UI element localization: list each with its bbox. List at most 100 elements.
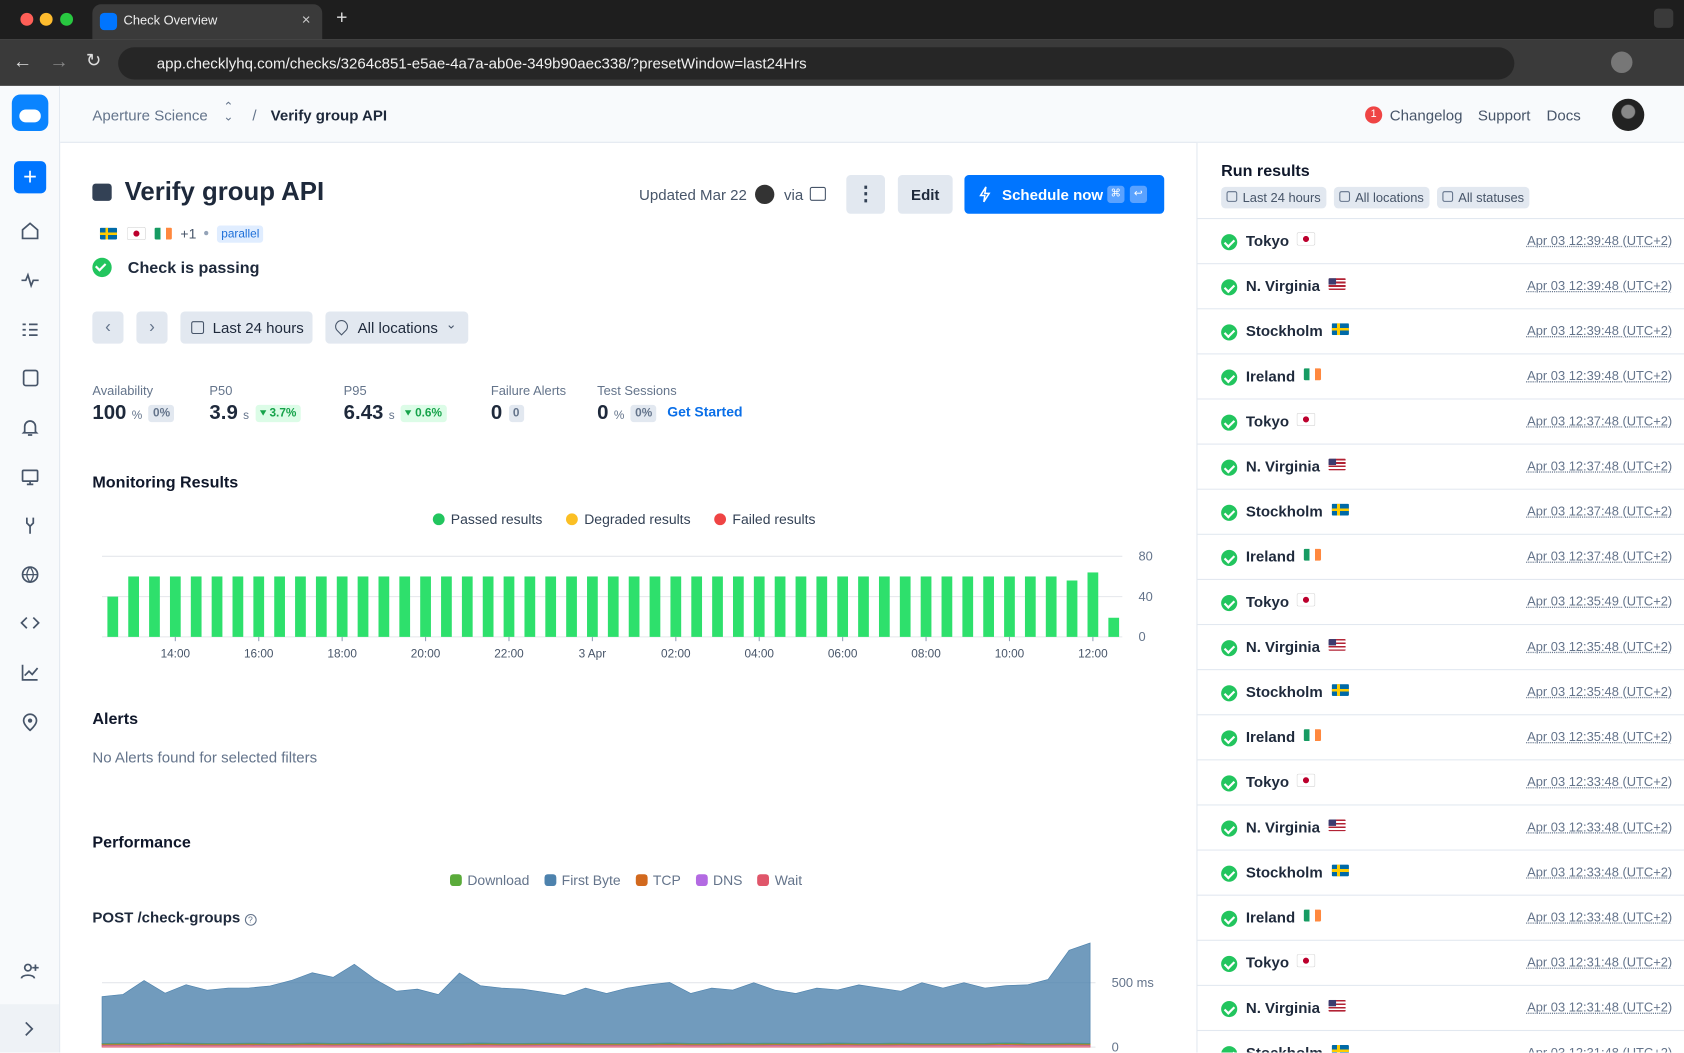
flag <box>1331 865 1348 877</box>
bar <box>524 576 535 636</box>
location-name: Stockholm <box>1246 863 1323 880</box>
pass-icon <box>1221 685 1237 701</box>
bar <box>962 576 973 636</box>
x-tick-label: 16:00 <box>244 646 274 660</box>
filter-chip[interactable]: All statuses <box>1437 187 1530 208</box>
run-time: Apr 03 12:37:48 (UTC+2) <box>1527 459 1672 474</box>
x-tick-label: 06:00 <box>828 646 858 660</box>
flag <box>1331 684 1348 696</box>
run-row[interactable]: StockholmApr 03 12:39:48 (UTC+2) <box>1198 309 1684 354</box>
location: Tokyo <box>1246 412 1315 429</box>
bar <box>670 576 681 636</box>
x-tick-label: 18:00 <box>327 646 357 660</box>
run-row[interactable]: IrelandApr 03 12:39:48 (UTC+2) <box>1198 354 1684 399</box>
metric-unit: s <box>243 409 249 422</box>
flag <box>1331 323 1348 335</box>
delta-text: 0% <box>153 407 170 420</box>
panel-filters: Last 24 hours All locations All statuses <box>1221 187 1529 208</box>
flag <box>1304 910 1321 922</box>
pass-icon <box>1221 776 1237 792</box>
flag <box>1329 639 1346 651</box>
metric-value: 0 <box>597 402 608 425</box>
bar <box>587 576 598 636</box>
bar <box>295 576 306 636</box>
run-row[interactable]: IrelandApr 03 12:35:48 (UTC+2) <box>1198 715 1684 760</box>
run-row[interactable]: N. VirginiaApr 03 12:31:48 (UTC+2) <box>1198 986 1684 1031</box>
run-row[interactable]: Stockholm Apr 03 12:33:48 (UTC+2) <box>1198 851 1684 896</box>
location-name: Tokyo <box>1246 593 1289 610</box>
flag <box>1329 819 1346 831</box>
bar <box>816 576 827 636</box>
metric-value: 3.9 <box>209 402 237 425</box>
run-results-panel: Run results Last 24 hoursAll locationsAl… <box>1196 143 1684 1053</box>
location-name: Ireland <box>1246 728 1295 745</box>
metric-label: Failure Alerts <box>491 383 566 398</box>
bar <box>462 576 473 636</box>
flag <box>1298 955 1315 967</box>
bar <box>149 576 160 636</box>
bar <box>712 576 723 636</box>
run-row[interactable]: N. VirginiaApr 03 12:33:48 (UTC+2) <box>1198 806 1684 851</box>
flag <box>1298 774 1315 786</box>
run-row[interactable]: StockholmApr 03 12:37:48 (UTC+2) <box>1198 490 1684 535</box>
location: N. Virginia <box>1246 818 1346 835</box>
run-row[interactable]: StockholmApr 03 12:31:48 (UTC+2) <box>1198 1031 1684 1052</box>
run-row[interactable]: TokyoApr 03 12:35:49 (UTC+2) <box>1198 580 1684 625</box>
filter-chip[interactable]: Last 24 hours <box>1221 187 1326 208</box>
run-time: Apr 03 12:35:48 (UTC+2) <box>1527 684 1672 699</box>
run-time: Apr 03 12:35:48 (UTC+2) <box>1527 639 1672 654</box>
bar <box>337 576 348 636</box>
bar <box>399 576 410 636</box>
metric-value: 100 <box>92 402 126 425</box>
location: Ireland <box>1246 548 1321 565</box>
location: N. Virginia <box>1246 638 1346 655</box>
location: Tokyo <box>1246 232 1315 249</box>
bar <box>253 576 264 636</box>
metric-delta: 0% <box>149 405 175 422</box>
run-time: Apr 03 12:39:48 (UTC+2) <box>1527 278 1672 293</box>
location: Tokyo <box>1246 593 1315 610</box>
metric-value-row: 6.43s0.6% <box>344 402 447 426</box>
run-row[interactable]: Stockholm Apr 03 12:35:48 (UTC+2) <box>1198 670 1684 715</box>
delta-text: 3.7% <box>269 407 296 420</box>
link[interactable]: Get Started <box>667 404 742 420</box>
pass-icon <box>1221 234 1237 250</box>
location-name: N. Virginia <box>1246 818 1320 835</box>
flag <box>1304 368 1321 380</box>
run-row[interactable]: N. Virginia Apr 03 12:39:48 (UTC+2) <box>1198 264 1684 309</box>
run-row[interactable]: TokyoApr 03 12:31:48 (UTC+2) <box>1198 941 1684 986</box>
bar <box>378 576 389 636</box>
bar <box>837 576 848 636</box>
location: Stockholm <box>1246 683 1349 700</box>
x-tick-label: 04:00 <box>744 646 774 660</box>
bar <box>274 576 285 636</box>
chip-label: All statuses <box>1458 190 1524 205</box>
location-name: Stockholm <box>1246 1044 1323 1053</box>
bar <box>107 597 118 637</box>
filter-chip[interactable]: All locations <box>1334 187 1430 208</box>
y-tick-label: 0 <box>1138 629 1145 644</box>
run-row[interactable]: TokyoApr 03 12:37:48 (UTC+2) <box>1198 400 1684 445</box>
run-time: Apr 03 12:33:48 (UTC+2) <box>1527 865 1672 880</box>
run-row[interactable]: TokyoApr 03 12:39:48 (UTC+2) <box>1198 219 1684 264</box>
bar <box>1088 572 1099 636</box>
x-tick-label: 02:00 <box>661 646 691 660</box>
run-row[interactable]: N. Virginia Apr 03 12:35:48 (UTC+2) <box>1198 625 1684 670</box>
bar <box>1004 576 1015 636</box>
metric-delta: 0.6% <box>401 405 446 422</box>
run-row[interactable]: N. VirginiaApr 03 12:37:48 (UTC+2) <box>1198 445 1684 490</box>
delta-text: 0.6% <box>415 407 442 420</box>
run-row[interactable]: IrelandApr 03 12:33:48 (UTC+2) <box>1198 896 1684 941</box>
metric-label: P50 <box>209 383 232 398</box>
bar <box>170 576 181 636</box>
area <box>102 943 1090 1043</box>
location: Stockholm <box>1246 863 1349 880</box>
location: Stockholm <box>1246 322 1349 339</box>
location: N. Virginia <box>1246 277 1346 294</box>
run-row[interactable]: TokyoApr 03 12:33:48 (UTC+2) <box>1198 760 1684 805</box>
location-name: Ireland <box>1246 548 1295 565</box>
run-row[interactable]: IrelandApr 03 12:37:48 (UTC+2) <box>1198 535 1684 580</box>
location-name: Ireland <box>1246 367 1295 384</box>
location: Ireland <box>1246 728 1321 745</box>
